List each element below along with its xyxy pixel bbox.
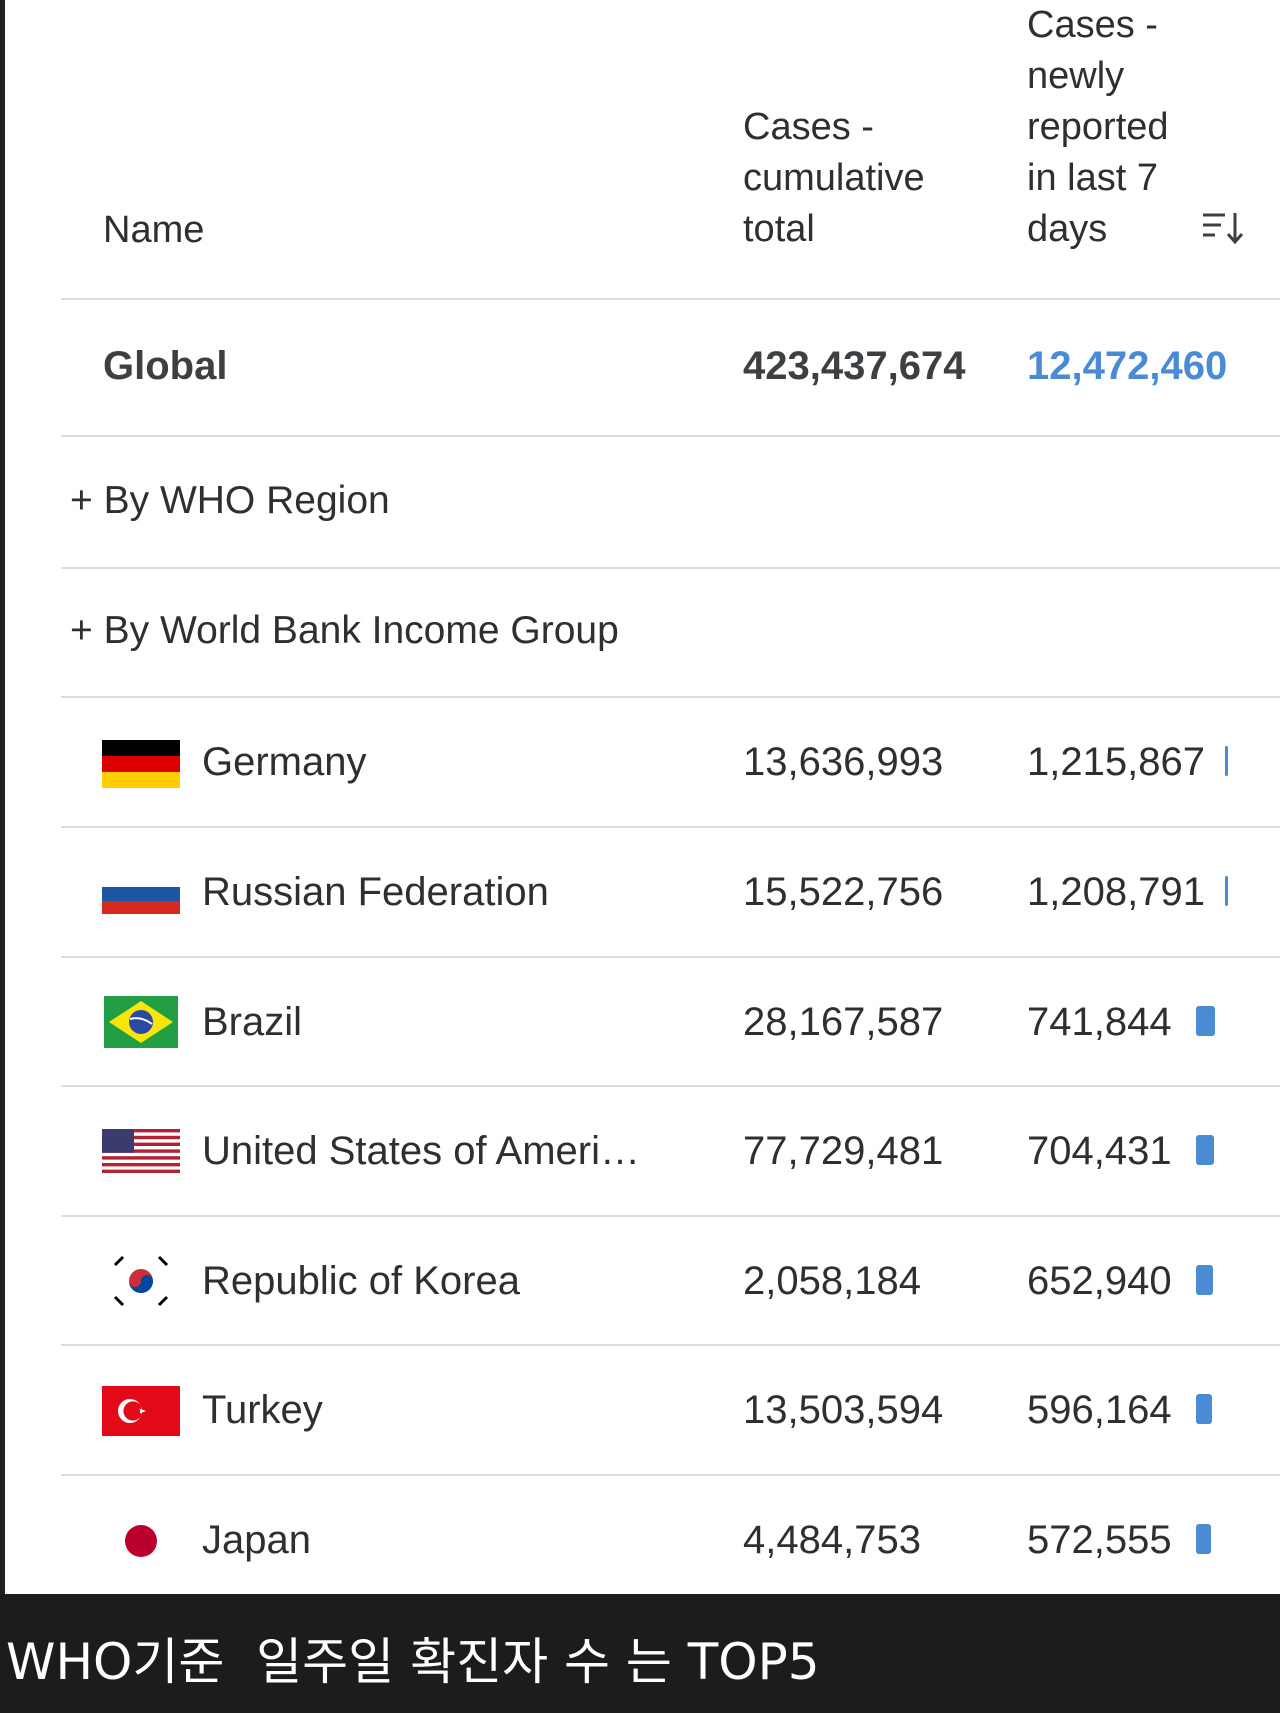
global-cumulative: 423,437,674: [743, 344, 966, 388]
expander-who-region-label[interactable]: + By WHO Region: [70, 479, 390, 522]
table-row[interactable]: Japan 4,484,753 572,555: [0, 1476, 1280, 1594]
table-row[interactable]: Republic of Korea 2,058,184 652,940: [0, 1217, 1280, 1345]
column-header-new-line: newly: [1027, 55, 1125, 97]
global-name: Global: [103, 344, 228, 388]
column-header-new-line: in last 7: [1027, 157, 1158, 199]
country-name[interactable]: Germany: [202, 740, 367, 784]
new-cases-bar: [1196, 1265, 1213, 1295]
new-cases-7-days: 741,844: [1027, 1000, 1172, 1044]
column-header-cumulative-line: total: [743, 208, 815, 250]
row-divider: [61, 1085, 1280, 1087]
row-divider: [61, 956, 1280, 958]
row-divider: [61, 826, 1280, 828]
new-cases-bar: [1225, 746, 1228, 776]
usa-flag-icon: [102, 1129, 180, 1173]
row-divider: [61, 1344, 1280, 1346]
row-divider: [61, 696, 1280, 698]
column-header-new-line: reported: [1027, 106, 1169, 148]
table-row[interactable]: Brazil 28,167,587 741,844: [0, 958, 1280, 1086]
russia-flag-icon: [102, 874, 180, 914]
new-cases-bar: [1196, 1006, 1215, 1036]
country-name[interactable]: Brazil: [202, 1000, 303, 1044]
japan-flag-icon: [102, 1516, 180, 1566]
row-divider: [61, 298, 1280, 300]
caption-band: WHO기준 일주일 확진자 수 는 TOP5: [0, 1594, 1280, 1713]
brazil-flag-icon: [104, 996, 178, 1048]
column-header-new-7-days[interactable]: Cases - newly reported in last 7 days: [1027, 0, 1227, 255]
expander-income-group[interactable]: + By World Bank Income Group: [0, 569, 1280, 697]
left-edge-border: [0, 0, 5, 1594]
global-row[interactable]: Global 423,437,674 12,472,460: [0, 300, 1280, 436]
column-header-cumulative-line: Cases -: [743, 106, 874, 148]
table-row[interactable]: Germany 13,636,993 1,215,867: [0, 698, 1280, 826]
table-header: Name Cases - cumulative total Cases - ne…: [0, 0, 1280, 299]
germany-flag-icon: [102, 740, 180, 788]
expander-who-region[interactable]: + By WHO Region: [0, 437, 1280, 567]
country-name[interactable]: Japan: [202, 1518, 311, 1562]
column-header-new-line: Cases -: [1027, 4, 1158, 46]
country-name[interactable]: Republic of Korea: [202, 1259, 520, 1303]
cumulative-cases: 13,503,594: [743, 1388, 944, 1432]
new-cases-bar: [1196, 1135, 1214, 1165]
column-header-cumulative-line: cumulative: [743, 157, 925, 199]
caption-text: WHO기준 일주일 확진자 수 는 TOP5: [6, 1633, 820, 1691]
new-cases-7-days: 1,215,867: [1027, 740, 1205, 784]
row-divider: [61, 567, 1280, 569]
cumulative-cases: 28,167,587: [743, 1000, 944, 1044]
new-cases-bar: [1196, 1524, 1211, 1554]
cumulative-cases: 13,636,993: [743, 740, 944, 784]
column-header-new-line: days: [1027, 208, 1108, 250]
table-row[interactable]: Turkey 13,503,594 596,164: [0, 1346, 1280, 1474]
row-divider: [61, 1474, 1280, 1476]
global-new-7-days: 12,472,460: [1027, 344, 1228, 388]
turkey-flag-icon: [102, 1386, 180, 1436]
row-divider: [61, 435, 1280, 437]
country-name[interactable]: Turkey: [202, 1388, 323, 1432]
country-name[interactable]: United States of Ameri…: [202, 1129, 640, 1173]
cumulative-cases: 15,522,756: [743, 870, 944, 914]
table-row[interactable]: United States of Ameri… 77,729,481 704,4…: [0, 1087, 1280, 1215]
cumulative-cases: 4,484,753: [743, 1518, 921, 1562]
column-header-name[interactable]: Name: [103, 209, 205, 251]
column-header-cumulative[interactable]: Cases - cumulative total: [743, 102, 963, 255]
row-divider: [61, 1215, 1280, 1217]
new-cases-7-days: 596,164: [1027, 1388, 1172, 1432]
sort-descending-icon[interactable]: [1201, 210, 1245, 246]
new-cases-bar: [1225, 876, 1228, 906]
cumulative-cases: 77,729,481: [743, 1129, 944, 1173]
cumulative-cases: 2,058,184: [743, 1259, 921, 1303]
new-cases-7-days: 572,555: [1027, 1518, 1172, 1562]
country-name[interactable]: Russian Federation: [202, 870, 549, 914]
new-cases-7-days: 1,208,791: [1027, 870, 1205, 914]
table-row[interactable]: Russian Federation 15,522,756 1,208,791: [0, 828, 1280, 956]
new-cases-bar: [1196, 1394, 1212, 1424]
korea-flag-icon: [111, 1253, 171, 1309]
new-cases-7-days: 704,431: [1027, 1129, 1172, 1173]
new-cases-7-days: 652,940: [1027, 1259, 1172, 1303]
expander-income-group-label[interactable]: + By World Bank Income Group: [70, 609, 619, 652]
